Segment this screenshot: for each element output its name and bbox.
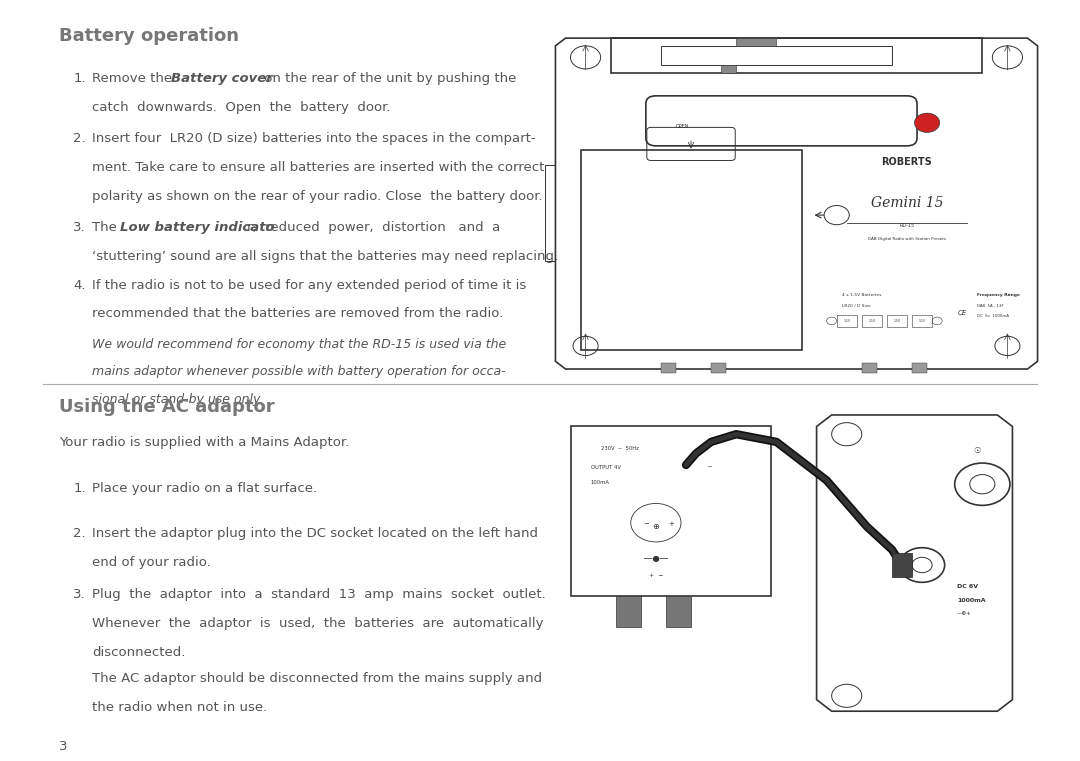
Text: the radio when not in use.: the radio when not in use.	[92, 701, 267, 714]
Bar	[661, 46, 892, 65]
Text: LR20 / D Size: LR20 / D Size	[841, 304, 870, 308]
Bar	[721, 65, 737, 73]
Bar	[581, 150, 801, 350]
Bar	[737, 38, 777, 46]
Text: Low battery indicato: Low battery indicato	[120, 221, 274, 234]
Text: sional or stand-by use only.: sional or stand-by use only.	[92, 393, 264, 406]
Text: —⊕+: —⊕+	[957, 611, 972, 616]
Bar	[666, 596, 691, 626]
Text: 1.5V: 1.5V	[893, 319, 901, 323]
Text: OPEN: OPEN	[676, 123, 689, 129]
Text: 1.5V: 1.5V	[843, 319, 850, 323]
Bar	[610, 38, 983, 73]
Text: disconnected.: disconnected.	[92, 646, 185, 659]
Text: 3: 3	[59, 740, 68, 753]
Text: 230V  ~  50Hz: 230V ~ 50Hz	[600, 446, 638, 451]
Text: We would recommend for economy that the RD-15 is used via the: We would recommend for economy that the …	[92, 338, 507, 351]
Text: ‘stuttering’ sound are all signs that the batteries may need replacing.: ‘stuttering’ sound are all signs that th…	[92, 250, 558, 263]
Text: 2.: 2.	[73, 527, 86, 540]
Text: +: +	[669, 521, 674, 527]
Text: Place your radio on a flat surface.: Place your radio on a flat surface.	[92, 482, 316, 495]
Text: ⊕: ⊕	[652, 522, 660, 531]
Text: Using the AC adaptor: Using the AC adaptor	[59, 398, 275, 416]
Text: If the radio is not to be used for any extended period of time it is: If the radio is not to be used for any e…	[92, 279, 526, 291]
Bar	[862, 363, 877, 373]
Text: The AC adaptor should be disconnected from the mains supply and: The AC adaptor should be disconnected fr…	[92, 672, 542, 685]
Bar	[892, 553, 912, 577]
Bar	[912, 315, 932, 326]
Text: Whenever  the  adaptor  is  used,  the  batteries  are  automatically: Whenever the adaptor is used, the batter…	[92, 617, 543, 630]
Bar	[912, 363, 927, 373]
Text: mains adaptor whenever possible with battery operation for occa-: mains adaptor whenever possible with bat…	[92, 365, 505, 378]
Text: 1.: 1.	[73, 482, 86, 495]
Text: Gemini 15: Gemini 15	[870, 196, 943, 210]
Bar	[887, 315, 907, 326]
Text: 1.5V: 1.5V	[919, 319, 926, 323]
Text: 4 x 1.5V Batteries: 4 x 1.5V Batteries	[841, 293, 881, 297]
Text: 100mA: 100mA	[591, 480, 609, 486]
Text: end of your radio.: end of your radio.	[92, 556, 211, 569]
Text: polarity as shown on the rear of your radio. Close  the battery door.: polarity as shown on the rear of your ra…	[92, 190, 542, 203]
Text: 1.: 1.	[73, 72, 86, 85]
Text: +  −: + −	[649, 572, 663, 578]
Bar	[837, 315, 856, 326]
Bar	[711, 363, 726, 373]
Text: ment. Take care to ensure all batteries are inserted with the correct: ment. Take care to ensure all batteries …	[92, 161, 544, 174]
Text: ROBERTS: ROBERTS	[881, 157, 932, 167]
Bar	[661, 363, 676, 373]
Text: catch  downwards.  Open  the  battery  door.: catch downwards. Open the battery door.	[92, 101, 390, 114]
Text: The: The	[92, 221, 121, 234]
Text: 4.: 4.	[73, 279, 86, 291]
Text: Your radio is supplied with a Mains Adaptor.: Your radio is supplied with a Mains Adap…	[59, 436, 350, 449]
Text: ~: ~	[706, 463, 712, 470]
Bar	[862, 315, 882, 326]
Text: r,  reduced  power,  distortion   and  a: r, reduced power, distortion and a	[247, 221, 500, 234]
Bar	[616, 596, 640, 626]
Text: Insert the adaptor plug into the DC socket located on the left hand: Insert the adaptor plug into the DC sock…	[92, 527, 538, 540]
Text: Frequency Range: Frequency Range	[977, 293, 1021, 297]
Text: DC 6V: DC 6V	[957, 584, 978, 589]
Bar	[570, 426, 771, 596]
Text: 3.: 3.	[73, 588, 86, 601]
Text: Remove the: Remove the	[92, 72, 176, 85]
Text: ―●―: ―●―	[644, 554, 667, 563]
Text: on the rear of the unit by pushing the: on the rear of the unit by pushing the	[260, 72, 516, 85]
Text: −: −	[644, 521, 649, 527]
Text: DAB  5A - 13F: DAB 5A - 13F	[977, 304, 1004, 308]
Text: recommended that the batteries are removed from the radio.: recommended that the batteries are remov…	[92, 307, 503, 320]
Text: ☉: ☉	[973, 447, 981, 455]
Text: 2.: 2.	[73, 132, 86, 145]
Text: DAB Digital Radio with Station Presets: DAB Digital Radio with Station Presets	[868, 237, 946, 241]
Text: DC  6v  1000mA: DC 6v 1000mA	[977, 314, 1009, 318]
Text: Plug  the  adaptor  into  a  standard  13  amp  mains  socket  outlet.: Plug the adaptor into a standard 13 amp …	[92, 588, 545, 601]
Text: RD-15: RD-15	[900, 223, 915, 228]
Text: CE: CE	[957, 310, 967, 316]
Circle shape	[915, 113, 940, 132]
Text: OUTPUT 4V: OUTPUT 4V	[591, 465, 621, 470]
Text: 1000mA: 1000mA	[957, 597, 986, 603]
Text: Battery operation: Battery operation	[59, 27, 240, 45]
Text: 1.5V: 1.5V	[868, 319, 875, 323]
Text: Battery cover: Battery cover	[171, 72, 272, 85]
Text: 3.: 3.	[73, 221, 86, 234]
Text: Insert four  LR20 (D size) batteries into the spaces in the compart-: Insert four LR20 (D size) batteries into…	[92, 132, 536, 145]
